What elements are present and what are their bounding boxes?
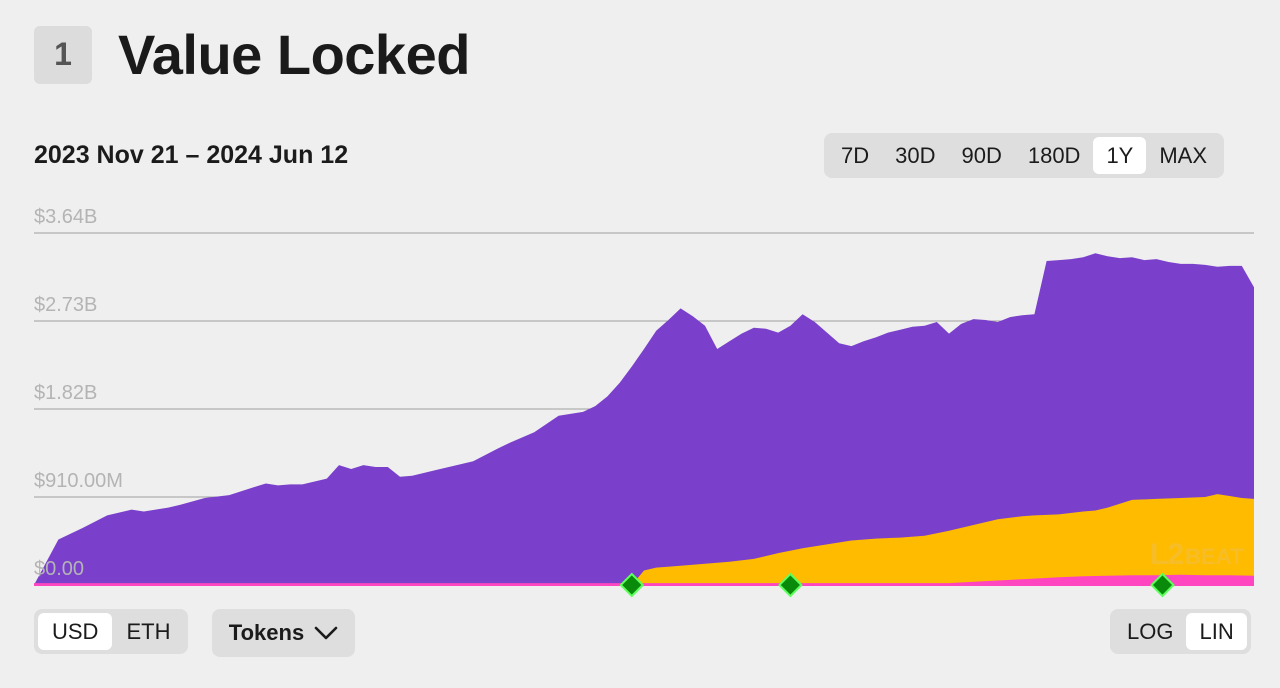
range-tab-7d[interactable]: 7D [841, 142, 870, 168]
currency-tab-usd[interactable]: USD [38, 613, 113, 650]
currency-tab-eth[interactable]: ETH [126, 618, 171, 644]
range-tab-30d[interactable]: 30D [895, 142, 936, 168]
area-layer [34, 253, 1254, 586]
currency-selector: USD ETH [34, 609, 189, 654]
chevron-down-icon [314, 626, 338, 640]
event-marker-1 [777, 572, 803, 598]
y-tick-label-3: $2.73B [34, 294, 97, 316]
series-area-pink [34, 574, 1254, 585]
watermark-sub: BEAT [1185, 544, 1244, 569]
scale-tab-log[interactable]: LOG [1127, 618, 1174, 644]
y-tick-label-0: $0.00 [34, 558, 84, 580]
watermark-main: L2 [1150, 538, 1184, 571]
event-markers [619, 572, 1175, 598]
y-axis-labels: $0.00 $910.00M $1.82B $2.73B $3.64B [34, 206, 123, 580]
scale-selector: LOG LIN [1110, 609, 1251, 654]
date-range-label: 2023 Nov 21 – 2024 Jun 12 [34, 141, 349, 169]
time-range-selector: 7D 30D 90D 180D 1Y MAX [824, 133, 1225, 178]
l2beat-watermark: L2 BEAT [1150, 538, 1243, 572]
event-marker-0 [619, 572, 645, 598]
range-tab-180d[interactable]: 180D [1027, 142, 1081, 168]
y-tick-label-4: $3.64B [34, 206, 97, 228]
range-tab-max[interactable]: MAX [1159, 142, 1208, 168]
event-marker-2 [1150, 572, 1175, 598]
y-tick-label-1: $910.00M [34, 470, 123, 492]
tokens-dropdown-button[interactable]: Tokens [212, 609, 355, 657]
tokens-label: Tokens [228, 620, 305, 645]
section-number-badge: 1 [34, 25, 92, 84]
section-header: 1 Value Locked [34, 22, 470, 87]
grid-layer [34, 232, 1254, 498]
scale-tab-lin[interactable]: LIN [1186, 613, 1247, 650]
range-tab-1y[interactable]: 1Y [1093, 137, 1147, 174]
range-tab-90d[interactable]: 90D [961, 142, 1002, 168]
page-title: Value Locked [118, 23, 470, 86]
y-tick-label-2: $1.82B [34, 382, 97, 404]
series-area-total [34, 253, 1254, 586]
